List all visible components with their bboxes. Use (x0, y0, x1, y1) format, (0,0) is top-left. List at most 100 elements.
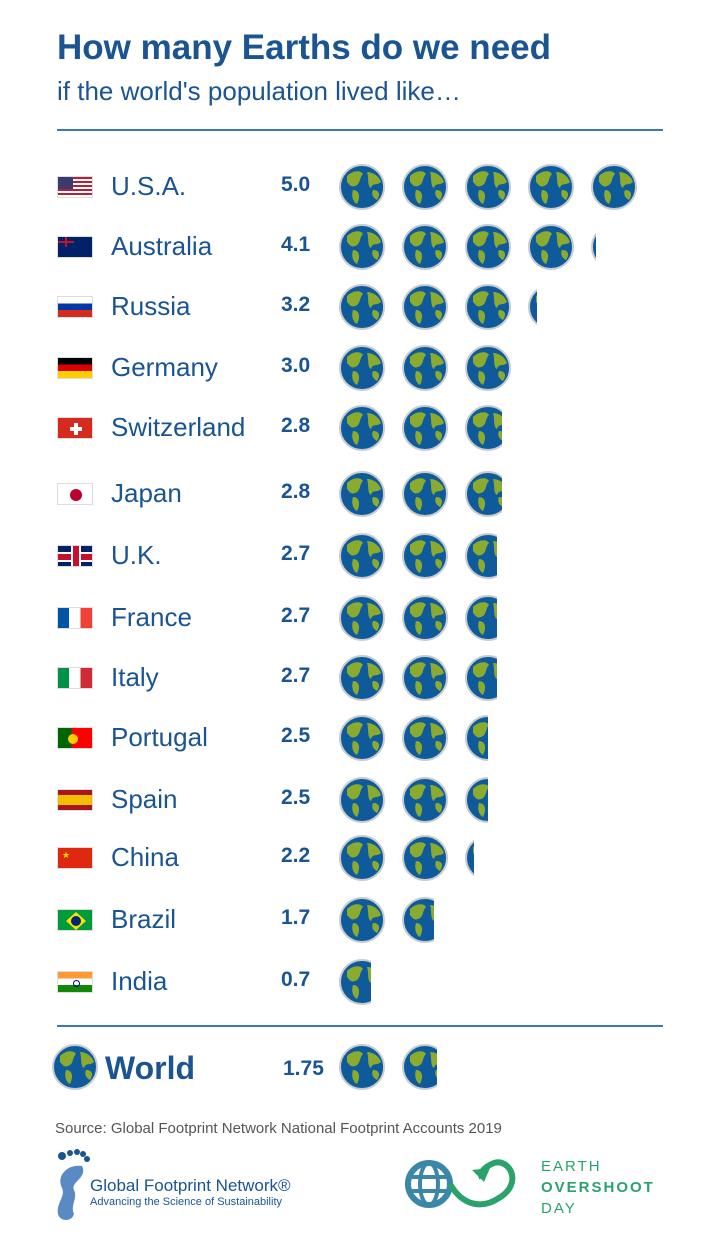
country-name: India (111, 966, 168, 996)
country-name: France (111, 602, 192, 632)
partial-earth-icon (465, 835, 474, 881)
earth-icon (339, 835, 385, 881)
flag-br-icon (57, 909, 93, 931)
flag-uk-icon (57, 545, 93, 567)
earth-icon (339, 405, 385, 451)
country-row: Japan 2.8 (0, 469, 720, 519)
partial-earth-icon (465, 655, 497, 701)
earths-value: 1.7 (281, 906, 311, 929)
earth-icon (465, 284, 511, 330)
earth-icon (402, 595, 448, 641)
partial-earth-icon (465, 471, 502, 517)
earths-value: 3.2 (281, 293, 311, 316)
country-name: Australia (111, 231, 213, 261)
flag-es-icon (57, 789, 93, 811)
country-row: Germany 3.0 (0, 343, 720, 393)
flag-jp-icon (57, 483, 93, 505)
partial-earth-icon (402, 897, 434, 943)
country-row: ★ China 2.2 (0, 833, 720, 883)
eod-line2: OVERSHOOT (541, 1179, 655, 1196)
country-row: U.S.A. 5.0 (0, 162, 720, 212)
earth-icon (339, 345, 385, 391)
earth-icon (402, 405, 448, 451)
page-subtitle: if the world's population lived like… (57, 76, 461, 106)
flag-fr-icon (57, 607, 93, 629)
country-name: Spain (111, 784, 178, 814)
earth-icon (339, 164, 385, 210)
earth-icon (402, 715, 448, 761)
earths-value: 2.5 (281, 786, 311, 809)
country-name: U.K. (111, 540, 162, 570)
country-name: Russia (111, 291, 191, 321)
eod-line1: EARTH (541, 1158, 602, 1175)
country-name: Brazil (111, 904, 177, 934)
flag-au-icon (57, 236, 93, 258)
gfn-tagline: Advancing the Science of Sustainability (90, 1196, 283, 1208)
country-row: France 2.7 (0, 593, 720, 643)
footprint-logo-icon (57, 1149, 90, 1220)
partial-earth-icon (528, 284, 537, 330)
earth-icon (339, 595, 385, 641)
country-name: Portugal (111, 722, 208, 752)
earths-value: 2.8 (281, 480, 311, 503)
earth-icon (339, 655, 385, 701)
earths-value: 4.1 (281, 233, 311, 256)
earth-icon (402, 224, 448, 270)
partial-earth-icon (339, 959, 371, 1005)
flag-pt-icon (57, 727, 93, 749)
earth-icon (465, 345, 511, 391)
earth-icon (339, 715, 385, 761)
divider (57, 1025, 663, 1027)
earth-icon (465, 224, 511, 270)
country-name: Switzerland (111, 412, 246, 442)
divider (57, 129, 663, 131)
country-row: Australia 4.1 (0, 222, 720, 272)
page-title: How many Earths do we need (57, 28, 551, 67)
earth-icon (402, 345, 448, 391)
eod-line3: DAY (541, 1200, 577, 1217)
country-row: Russia 3.2 (0, 282, 720, 332)
flag-cn-icon: ★ (57, 847, 93, 869)
source-note: Source: Global Footprint Network Nationa… (55, 1120, 502, 1137)
earths-value: 2.7 (281, 664, 311, 687)
country-name: Germany (111, 352, 218, 382)
earth-icon (339, 471, 385, 517)
earths-value: 3.0 (281, 354, 311, 377)
earth-icon (402, 471, 448, 517)
earth-icon (528, 164, 574, 210)
partial-earth-icon (465, 405, 502, 451)
earths-value: 2.2 (281, 844, 311, 867)
country-row: Italy 2.7 (0, 653, 720, 703)
overshoot-logo-icon (405, 1159, 516, 1208)
partial-earth-icon (465, 715, 488, 761)
country-name: U.S.A. (111, 171, 187, 201)
earths-value: 5.0 (281, 173, 311, 196)
partial-earth-icon (465, 777, 488, 823)
earth-icon (339, 284, 385, 330)
country-row: Brazil 1.7 (0, 895, 720, 945)
earth-icon (402, 164, 448, 210)
earth-icon (339, 1044, 385, 1090)
world-label: World (105, 1050, 196, 1086)
earth-icon (591, 164, 637, 210)
country-row: Spain 2.5 (0, 775, 720, 825)
partial-earth-icon (402, 1044, 437, 1090)
flag-de-icon (57, 357, 93, 379)
country-name: Japan (111, 478, 182, 508)
overshoot-wordmark: EARTH OVERSHOOT DAY (541, 1156, 655, 1219)
earths-value: 2.7 (281, 542, 311, 565)
country-name: China (111, 842, 179, 872)
globe-icon (52, 1044, 98, 1095)
earth-icon (339, 224, 385, 270)
country-row: U.K. 2.7 (0, 531, 720, 581)
country-row: India 0.7 (0, 957, 720, 1007)
partial-earth-icon (591, 224, 596, 270)
gfn-name: Global Footprint Network® (90, 1176, 291, 1195)
earth-icon (339, 533, 385, 579)
earths-value: 2.7 (281, 604, 311, 627)
country-row: Switzerland 2.8 (0, 403, 720, 453)
earths-value: 2.5 (281, 724, 311, 747)
earth-icon (402, 284, 448, 330)
earths-value: 2.8 (281, 414, 311, 437)
